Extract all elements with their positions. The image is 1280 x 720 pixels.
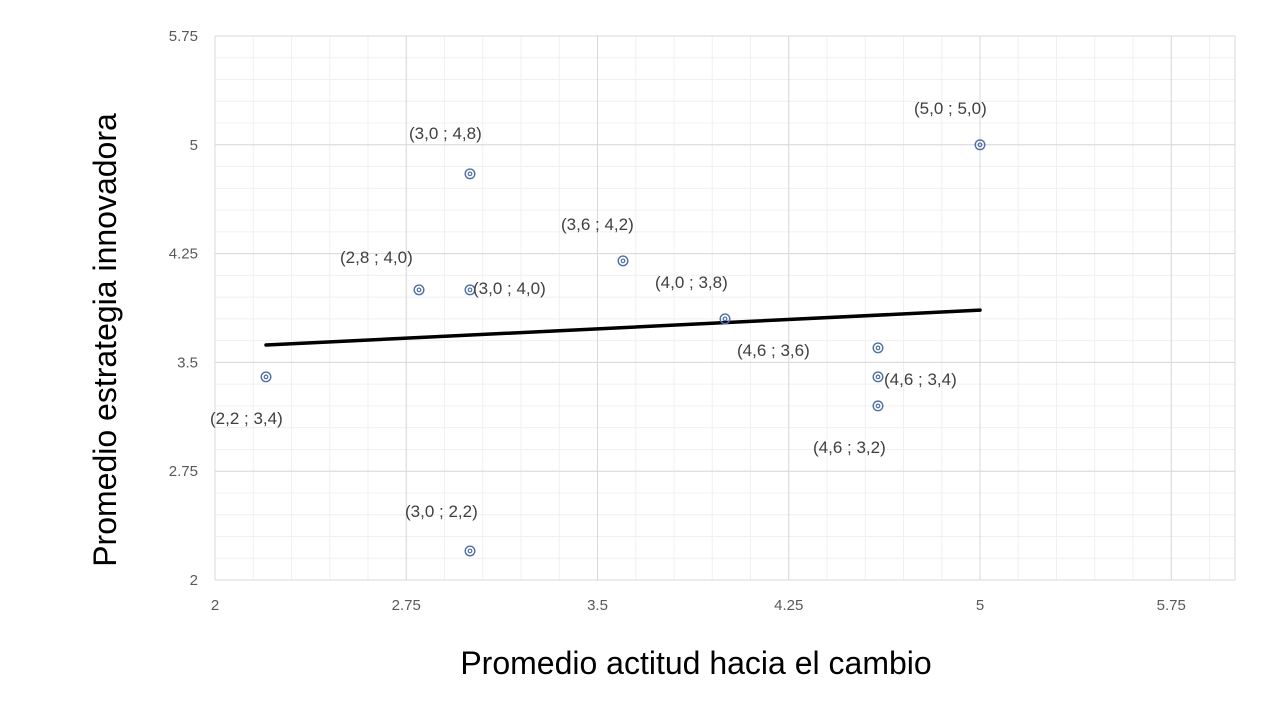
data-points	[260, 139, 986, 557]
plot-area	[215, 36, 1235, 580]
trendline	[264, 308, 982, 347]
data-point	[464, 284, 476, 296]
y-tick-label: 5.75	[169, 28, 198, 45]
data-label: (3,0 ; 4,0)	[473, 279, 546, 298]
data-label: (3,0 ; 4,8)	[409, 124, 482, 143]
x-tick-label: 5	[976, 597, 984, 614]
data-point	[260, 371, 272, 383]
data-point	[872, 371, 884, 383]
data-point	[464, 168, 476, 180]
data-point-inner	[416, 287, 422, 293]
y-tick-label: 4.25	[169, 246, 198, 263]
data-label: (4,6 ; 3,2)	[813, 438, 886, 457]
data-point	[413, 284, 425, 296]
x-axis-title: Promedio actitud hacia el cambio	[460, 645, 931, 681]
x-tick-label: 2	[211, 597, 219, 614]
data-point	[464, 545, 476, 557]
data-point	[872, 400, 884, 412]
trendline-group	[264, 308, 982, 347]
x-axis-tick-labels: 2 2.75 3.5 4.25 5 5.75	[211, 597, 1186, 614]
y-axis-tick-labels: 2 2.75 3.5 4.25 5 5.75	[169, 28, 198, 589]
data-label: (3,0 ; 2,2)	[405, 502, 478, 521]
y-axis-title: Promedio estrategia innovadora	[87, 113, 123, 567]
data-point-inner	[875, 374, 881, 380]
data-point-inner	[722, 316, 728, 322]
data-point-inner	[467, 287, 473, 293]
x-tick-label: 2.75	[392, 597, 421, 614]
data-label: (4,6 ; 3,6)	[737, 341, 810, 360]
data-point-inner	[467, 548, 473, 554]
data-label: (5,0 ; 5,0)	[914, 99, 987, 118]
x-tick-label: 5.75	[1157, 597, 1186, 614]
y-tick-label: 5	[190, 137, 198, 154]
x-tick-label: 3.5	[587, 597, 608, 614]
data-point	[617, 255, 629, 267]
x-tick-label: 4.25	[774, 597, 803, 614]
y-tick-label: 2	[190, 572, 198, 589]
data-label: (2,2 ; 3,4)	[210, 409, 283, 428]
major-gridlines	[214, 35, 1236, 581]
data-point-inner	[875, 345, 881, 351]
y-tick-label: 2.75	[169, 463, 198, 480]
data-label: (3,6 ; 4,2)	[561, 215, 634, 234]
data-point	[872, 342, 884, 354]
data-point-inner	[263, 374, 269, 380]
data-point-inner	[875, 403, 881, 409]
data-point	[719, 313, 731, 325]
data-point-inner	[977, 142, 983, 148]
data-label: (2,8 ; 4,0)	[340, 248, 413, 267]
data-point	[974, 139, 986, 151]
data-label: (4,6 ; 3,4)	[884, 370, 957, 389]
y-tick-label: 3.5	[177, 354, 198, 371]
data-point-inner	[620, 258, 626, 264]
data-point-inner	[467, 171, 473, 177]
data-labels: (2,2 ; 3,4) (2,8 ; 4,0) (3,0 ; 4,8) (3,0 ; …	[210, 99, 987, 521]
data-label: (4,0 ; 3,8)	[655, 273, 728, 292]
